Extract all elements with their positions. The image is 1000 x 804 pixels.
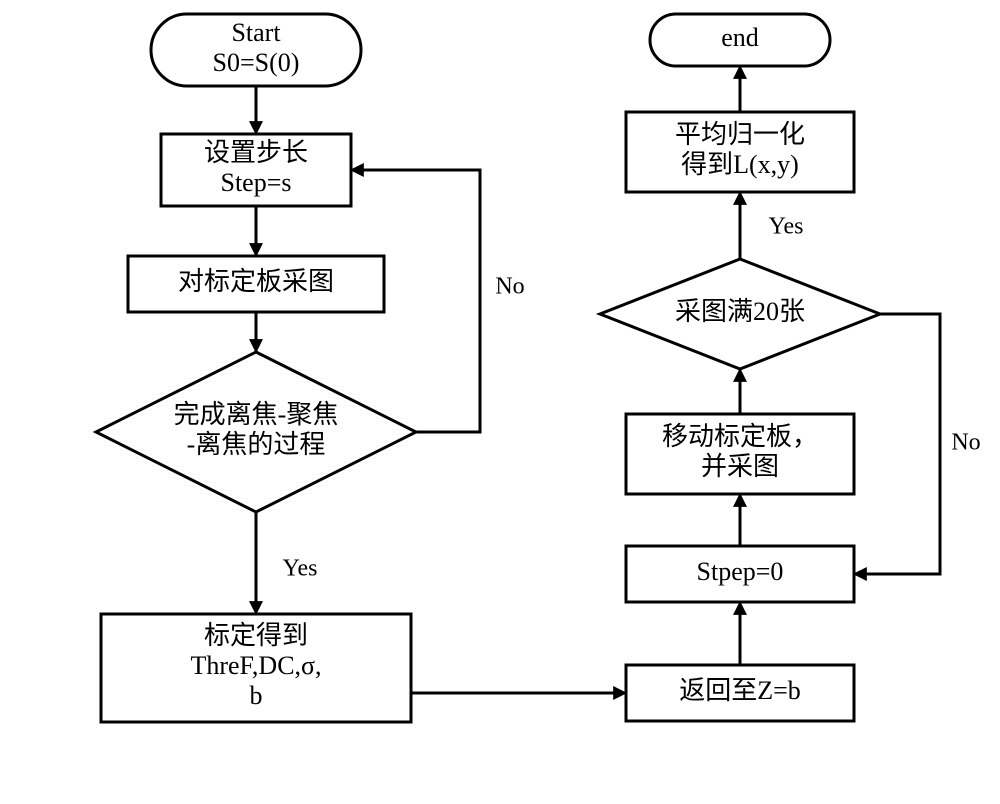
flowchart-diagram: YesNoYesNoStartS0=S(0)设置步长Step=s对标定板采图完成… [0,0,1000,804]
node-text: -离焦的过程 [187,430,326,459]
node-text: 采图满20张 [675,297,805,326]
node-text: 返回至Z=b [679,676,801,705]
edge [854,314,940,574]
node-start: StartS0=S(0) [151,14,361,86]
node-text: 移动标定板， [662,422,818,451]
edge-label: No [951,430,980,456]
node-norm: 平均归一化得到L(x,y) [626,112,854,192]
node-text: 完成离焦-聚焦 [174,400,339,429]
node-text: Step=s [220,168,291,197]
node-text: Stpep=0 [697,557,784,586]
node-text: end [721,23,759,52]
node-text: Start [231,18,281,47]
edge-label: Yes [769,214,804,240]
edge-label: Yes [283,556,318,582]
node-text: 设置步长 [204,138,308,167]
node-end: end [650,14,830,66]
node-text: S0=S(0) [213,48,300,77]
node-text: b [250,681,263,710]
node-capture: 对标定板采图 [128,256,384,312]
node-text: 得到L(x,y) [681,150,799,179]
edge-label: No [495,274,524,300]
node-count20: 采图满20张 [600,259,880,369]
node-text: 并采图 [701,452,779,481]
node-move: 移动标定板，并采图 [626,414,854,494]
node-focus: 完成离焦-聚焦-离焦的过程 [96,352,416,512]
node-return: 返回至Z=b [626,665,854,721]
node-calib: 标定得到ThreF,DC,σ,b [101,614,411,722]
node-setstep: 设置步长Step=s [161,134,351,206]
node-text: 平均归一化 [675,120,805,149]
node-text: 标定得到 [204,621,308,650]
node-text: ThreF,DC,σ, [190,651,321,680]
node-stp0: Stpep=0 [626,546,854,602]
node-text: 对标定板采图 [178,267,334,296]
